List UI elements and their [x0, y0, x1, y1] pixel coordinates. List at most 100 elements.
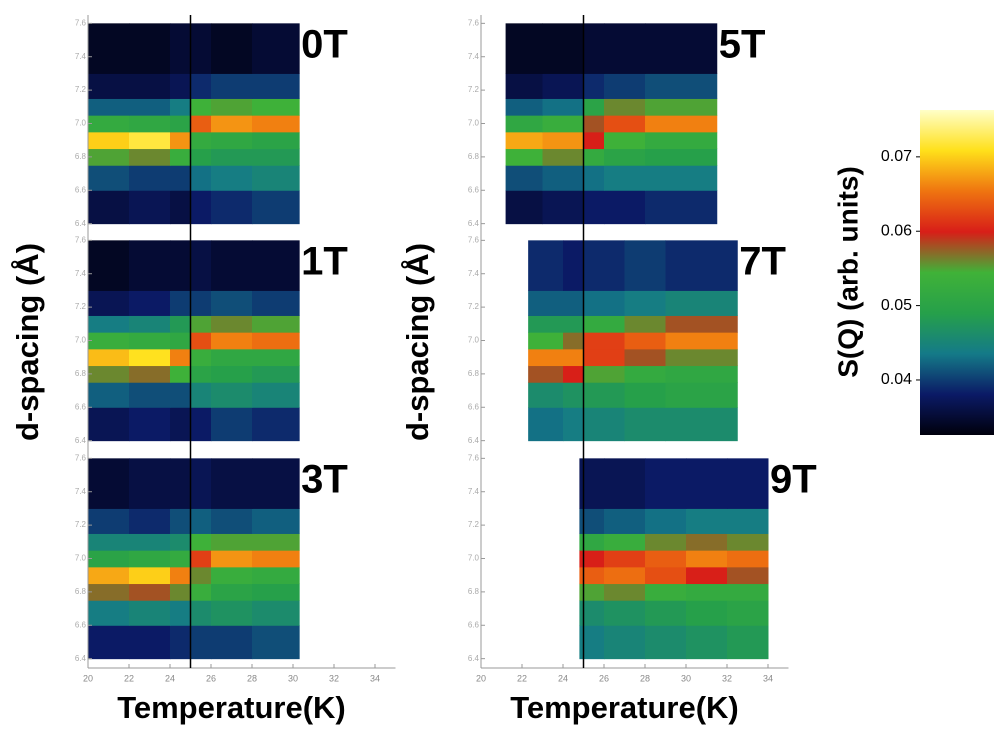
heatmap-cell — [190, 315, 212, 333]
heatmap-cell — [665, 315, 738, 333]
x-tick-label: 22 — [124, 673, 134, 683]
heatmap-cell — [645, 625, 687, 660]
y-tick-label: 7.4 — [75, 52, 87, 61]
heatmap-cell — [686, 550, 728, 568]
heatmap-cell — [563, 332, 584, 350]
heatmap-cell — [579, 566, 605, 585]
heatmap-cell — [190, 365, 212, 383]
heatmap-cell — [170, 190, 191, 225]
heatmap-cell — [252, 332, 300, 350]
heatmap-cell — [579, 533, 605, 551]
heatmap-cell — [583, 332, 625, 350]
heatmap-cell — [665, 365, 738, 383]
heatmap-cell — [645, 600, 687, 626]
heatmap-cell — [563, 290, 584, 316]
heatmap-cell — [129, 190, 171, 225]
field-label: 3T — [301, 458, 348, 502]
heatmap-cell — [542, 73, 584, 99]
heatmap-cell — [604, 190, 646, 225]
heatmap-cell — [604, 98, 646, 116]
heatmap-cell — [170, 382, 191, 408]
heatmap-cell — [583, 290, 625, 316]
colorbar-tick-label: 0.07 — [881, 148, 912, 165]
heatmap-cell — [727, 458, 769, 509]
y-tick-label: 6.8 — [75, 369, 87, 378]
x-tick-label: 20 — [476, 673, 486, 683]
heatmap-cell — [542, 165, 584, 191]
heatmap-cell — [645, 508, 687, 534]
heatmap-cell — [645, 566, 687, 585]
heatmap-cell — [88, 290, 130, 316]
y-tick-label: 7.4 — [468, 269, 480, 278]
heatmap-cell — [604, 165, 646, 191]
y-tick-label: 7.0 — [75, 336, 87, 345]
heatmap-cell — [528, 407, 564, 442]
heatmap-cell — [129, 148, 171, 166]
heatmap-cell — [190, 407, 212, 442]
heatmap-cell — [542, 115, 584, 133]
heatmap-cell — [211, 550, 253, 568]
heatmap-cell — [88, 148, 130, 166]
y-tick-label: 6.4 — [468, 436, 480, 445]
heatmap-cell — [624, 365, 666, 383]
heatmap-cell — [604, 458, 646, 509]
heatmap-cell — [211, 290, 253, 316]
heatmap-cell — [88, 98, 130, 116]
heatmap-cell — [645, 550, 687, 568]
heatmap-cell — [624, 315, 666, 333]
x-tick-label: 26 — [599, 673, 609, 683]
heatmap-cell — [665, 407, 738, 442]
heatmap-cell — [727, 600, 769, 626]
y-tick-label: 7.0 — [468, 119, 480, 128]
heatmap-cell — [88, 365, 130, 383]
y-tick-label: 6.4 — [75, 654, 87, 663]
x-tick-label: 28 — [247, 673, 257, 683]
heatmap-cell — [252, 23, 300, 74]
heatmap-cell — [129, 73, 171, 99]
heatmap-cell — [528, 382, 564, 408]
heatmap-cell — [604, 583, 646, 601]
y-tick-label: 6.6 — [468, 620, 480, 629]
heatmap-cell — [583, 98, 605, 116]
y-tick-label: 6.8 — [468, 587, 480, 596]
heatmap-cell — [252, 165, 300, 191]
heatmap-cell — [170, 290, 191, 316]
y-tick-label: 7.6 — [468, 235, 480, 244]
y-tick-label: 6.4 — [75, 436, 87, 445]
heatmap-cell — [211, 600, 253, 626]
field-label: 5T — [719, 23, 766, 67]
heatmap-cell — [252, 240, 300, 291]
heatmap-cell — [624, 332, 666, 350]
heatmap-cell — [252, 131, 300, 150]
heatmap-cell — [170, 625, 191, 660]
y-tick-label: 7.2 — [468, 85, 480, 94]
x-tick-label: 34 — [763, 673, 773, 683]
y-tick-label: 7.0 — [468, 554, 480, 563]
y-axis-label: d-spacing (Å) — [400, 243, 435, 441]
heatmap-cell — [88, 315, 130, 333]
heatmap-cell — [604, 508, 646, 534]
x-tick-label: 20 — [83, 673, 93, 683]
heatmap-cell — [252, 115, 300, 133]
heatmap-cell — [88, 73, 130, 99]
heatmap-cell — [583, 23, 605, 74]
y-tick-label: 7.4 — [468, 52, 480, 61]
heatmap-cell — [604, 566, 646, 585]
heatmap-cell — [129, 348, 171, 367]
y-tick-label: 7.2 — [468, 520, 480, 529]
heatmap-cell — [645, 131, 718, 150]
heatmap-cell — [505, 23, 543, 74]
heatmap-cell — [129, 407, 171, 442]
field-label: 0T — [301, 23, 348, 67]
heatmap-cell — [686, 625, 728, 660]
heatmap-cell — [665, 240, 738, 291]
heatmap-cell — [604, 625, 646, 660]
y-tick-label: 7.6 — [468, 18, 480, 27]
heatmap-cell — [505, 148, 543, 166]
heatmap-cell — [211, 566, 253, 585]
heatmap-cell — [170, 583, 191, 601]
y-tick-label: 7.2 — [75, 520, 87, 529]
heatmap-cell — [88, 566, 130, 585]
heatmap-cell — [88, 382, 130, 408]
heatmap-cell — [129, 600, 171, 626]
